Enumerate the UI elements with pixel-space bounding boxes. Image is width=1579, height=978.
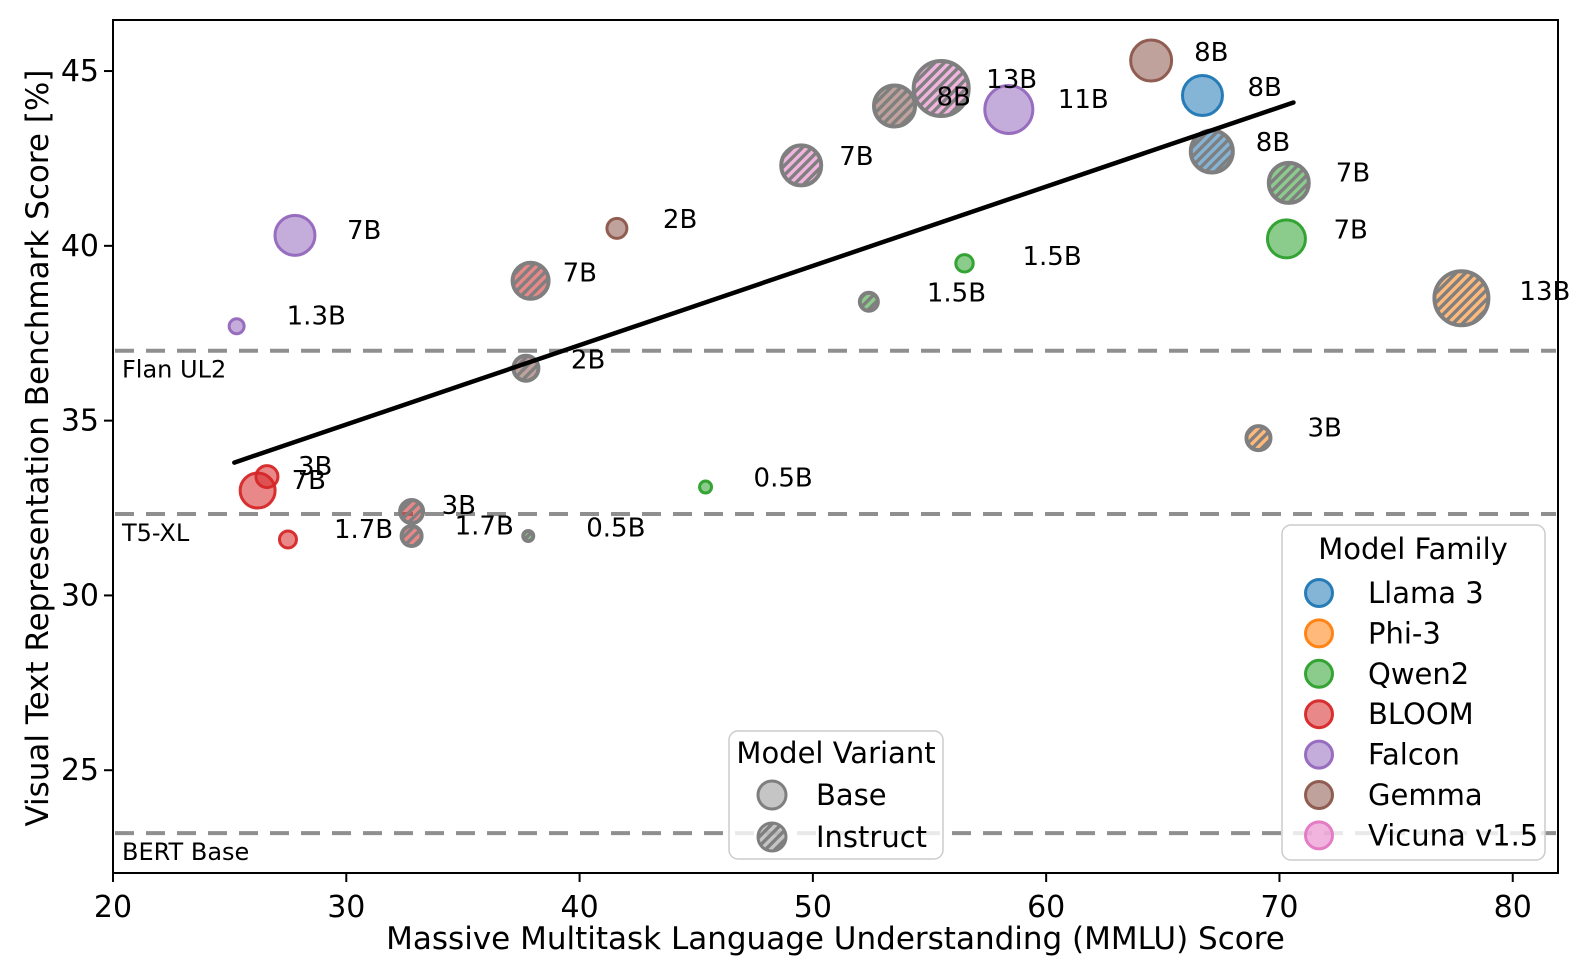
legend-model-variant-title: Model Variant bbox=[736, 736, 935, 770]
reference-line-label: BERT Base bbox=[122, 838, 249, 866]
legend-swatch-phi3 bbox=[1304, 618, 1334, 649]
point-size-label: 0.5B bbox=[586, 513, 645, 543]
y-tick-label: 30 bbox=[61, 578, 99, 613]
legend-swatch-base bbox=[756, 779, 788, 811]
point-size-label: 8B bbox=[1256, 128, 1290, 158]
point-size-label: 7B bbox=[292, 466, 326, 496]
point-size-label: 7B bbox=[563, 258, 597, 288]
scatter-point-phi3-13B-instruct bbox=[1432, 269, 1491, 328]
point-size-label: 11B bbox=[1058, 85, 1109, 115]
x-tick-label: 40 bbox=[560, 890, 598, 925]
scatter-point-falcon-11B-base bbox=[983, 83, 1035, 135]
point-size-label: 13B bbox=[986, 65, 1037, 95]
legend-label-llama3: Llama 3 bbox=[1368, 576, 1484, 610]
scatter-point-qwen2-1.5B-instruct bbox=[857, 290, 880, 313]
scatter-point-falcon-7B-base bbox=[273, 213, 317, 257]
legend-swatch-vicuna bbox=[1304, 820, 1334, 851]
legend-model-family bbox=[1281, 524, 1546, 861]
point-size-label: 1.5B bbox=[1023, 242, 1082, 272]
x-tick-label: 60 bbox=[1027, 890, 1065, 925]
scatter-point-bloom-1.7B-base bbox=[277, 529, 298, 550]
scatter-point-bloom-3B-base bbox=[254, 464, 280, 490]
legend-swatch-instruct bbox=[756, 821, 788, 853]
legend-swatch-gemma bbox=[1304, 780, 1334, 810]
point-size-label: 7B bbox=[839, 142, 873, 172]
scatter-point-qwen2-7B-base bbox=[1265, 218, 1307, 260]
x-tick-label: 20 bbox=[94, 890, 132, 925]
legend-label-phi3: Phi-3 bbox=[1368, 616, 1441, 650]
point-size-label: 8B bbox=[937, 82, 971, 112]
scatter-point-gemma-2B-base bbox=[605, 216, 629, 240]
point-size-label: 3B bbox=[442, 491, 476, 521]
point-size-label: 1.5B bbox=[927, 278, 986, 308]
legend-swatch-bloom bbox=[1304, 699, 1334, 730]
legend-model-family-title: Model Family bbox=[1318, 532, 1508, 566]
y-tick-label: 40 bbox=[61, 229, 99, 264]
legend-swatch-llama3 bbox=[1304, 578, 1334, 608]
x-tick-label: 80 bbox=[1494, 890, 1532, 925]
point-size-label: 3B bbox=[298, 452, 332, 482]
legend-label-falcon: Falcon bbox=[1368, 738, 1460, 772]
point-size-label: 7B bbox=[347, 216, 381, 246]
legend-swatch-qwen2 bbox=[1304, 658, 1334, 689]
scatter-point-vicuna-7B-instruct bbox=[779, 143, 824, 188]
reference-line-label: Flan UL2 bbox=[122, 356, 226, 384]
legend-label-instruct: Instruct bbox=[816, 820, 927, 854]
y-tick-label: 45 bbox=[61, 54, 99, 89]
point-size-label: 1.3B bbox=[287, 302, 346, 332]
legend-label-qwen2: Qwen2 bbox=[1368, 657, 1469, 691]
point-size-label: 13B bbox=[1519, 277, 1570, 307]
x-tick-label: 30 bbox=[327, 890, 365, 925]
y-tick-label: 25 bbox=[61, 753, 99, 788]
legend-label-bloom: BLOOM bbox=[1368, 697, 1474, 731]
point-size-label: 7B bbox=[1333, 215, 1367, 245]
legend-label-gemma: Gemma bbox=[1368, 778, 1483, 812]
point-size-label: 3B bbox=[1307, 414, 1341, 444]
plot-border bbox=[112, 19, 1559, 874]
scatter-point-qwen2-0.5B-base bbox=[698, 479, 714, 495]
y-tick-label: 35 bbox=[61, 404, 99, 439]
point-size-label: 1.7B bbox=[334, 515, 393, 545]
scatter-point-llama3-8B-base bbox=[1180, 74, 1224, 118]
point-size-label: 0.5B bbox=[754, 464, 813, 494]
scatter-point-gemma-8B-instruct bbox=[872, 83, 918, 129]
scatter-point-phi3-3B-instruct bbox=[1244, 424, 1273, 453]
x-tick-label: 50 bbox=[794, 890, 832, 925]
point-size-label: 2B bbox=[663, 205, 697, 235]
point-size-label: 2B bbox=[571, 346, 605, 376]
x-tick-label: 70 bbox=[1260, 890, 1298, 925]
scatter-point-gemma-8B-base bbox=[1129, 38, 1174, 83]
scatter-point-falcon-1.3B-base bbox=[227, 317, 246, 336]
reference-line-label: T5-XL bbox=[121, 519, 190, 547]
point-size-label: 8B bbox=[1194, 38, 1228, 68]
scatter-point-bloom-1.7B-instruct bbox=[399, 523, 424, 548]
scatter-point-bloom-7B-instruct bbox=[510, 260, 551, 301]
point-size-label: 8B bbox=[1247, 73, 1281, 103]
legend-swatch-falcon bbox=[1304, 739, 1334, 770]
scatter-point-qwen2-0.5B-instruct bbox=[521, 528, 536, 543]
legend-label-base: Base bbox=[816, 778, 887, 812]
scatter-point-qwen2-1.5B-base bbox=[954, 253, 975, 274]
point-size-label: 7B bbox=[1336, 158, 1370, 188]
scatter-point-bloom-3B-instruct bbox=[398, 498, 426, 526]
legend-label-vicuna: Vicuna v1.5 bbox=[1368, 818, 1538, 852]
scatter-point-vicuna-13B-instruct bbox=[911, 59, 971, 119]
point-size-label: 1.7B bbox=[455, 511, 514, 541]
trend-line bbox=[232, 100, 1296, 465]
scatter-point-qwen2-7B-instruct bbox=[1266, 160, 1311, 205]
